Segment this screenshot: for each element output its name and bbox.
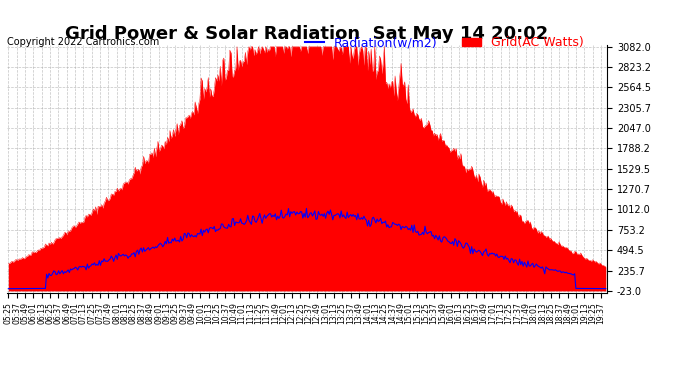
Text: Copyright 2022 Cartronics.com: Copyright 2022 Cartronics.com [7,37,159,47]
Title: Grid Power & Solar Radiation  Sat May 14 20:02: Grid Power & Solar Radiation Sat May 14 … [66,26,549,44]
Legend: Radiation(w/m2), Grid(AC Watts): Radiation(w/m2), Grid(AC Watts) [300,32,589,54]
